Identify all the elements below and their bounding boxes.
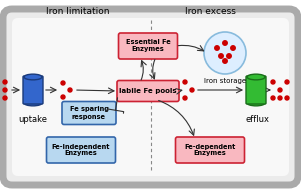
Circle shape — [223, 59, 227, 63]
FancyBboxPatch shape — [46, 137, 116, 163]
Circle shape — [3, 88, 7, 92]
Ellipse shape — [247, 74, 265, 80]
Text: labile Fe pools: labile Fe pools — [119, 88, 177, 94]
FancyBboxPatch shape — [62, 101, 116, 125]
Circle shape — [204, 32, 246, 74]
FancyBboxPatch shape — [23, 76, 43, 104]
Text: Fe sparing
response: Fe sparing response — [70, 106, 108, 119]
Text: Iron storage: Iron storage — [204, 78, 246, 84]
FancyBboxPatch shape — [12, 18, 289, 176]
Circle shape — [278, 88, 282, 92]
Circle shape — [271, 80, 275, 84]
Circle shape — [219, 54, 223, 58]
Circle shape — [231, 46, 235, 50]
Ellipse shape — [24, 100, 42, 106]
Circle shape — [3, 96, 7, 100]
Text: Fe-Independent
Enzymes: Fe-Independent Enzymes — [52, 143, 110, 156]
FancyBboxPatch shape — [246, 76, 266, 104]
Circle shape — [183, 96, 187, 100]
Circle shape — [190, 88, 194, 92]
Circle shape — [271, 96, 275, 100]
Text: uptake: uptake — [18, 115, 48, 125]
Circle shape — [285, 96, 289, 100]
FancyBboxPatch shape — [3, 9, 298, 185]
Ellipse shape — [247, 100, 265, 106]
Circle shape — [183, 80, 187, 84]
Circle shape — [285, 80, 289, 84]
Text: Iron limitation: Iron limitation — [46, 6, 110, 15]
Text: Essential Fe
Enzymes: Essential Fe Enzymes — [126, 40, 170, 53]
Ellipse shape — [24, 74, 42, 80]
FancyBboxPatch shape — [119, 33, 178, 59]
FancyBboxPatch shape — [175, 137, 244, 163]
Circle shape — [223, 41, 227, 45]
Circle shape — [3, 80, 7, 84]
Circle shape — [278, 96, 282, 100]
Circle shape — [68, 88, 72, 92]
Text: efflux: efflux — [246, 115, 270, 125]
Circle shape — [61, 81, 65, 85]
FancyBboxPatch shape — [117, 81, 179, 101]
Text: Iron excess: Iron excess — [185, 6, 235, 15]
Text: Fe-dependent
Enzymes: Fe-dependent Enzymes — [185, 143, 236, 156]
Circle shape — [61, 95, 65, 99]
Circle shape — [215, 46, 219, 50]
Circle shape — [227, 54, 231, 58]
